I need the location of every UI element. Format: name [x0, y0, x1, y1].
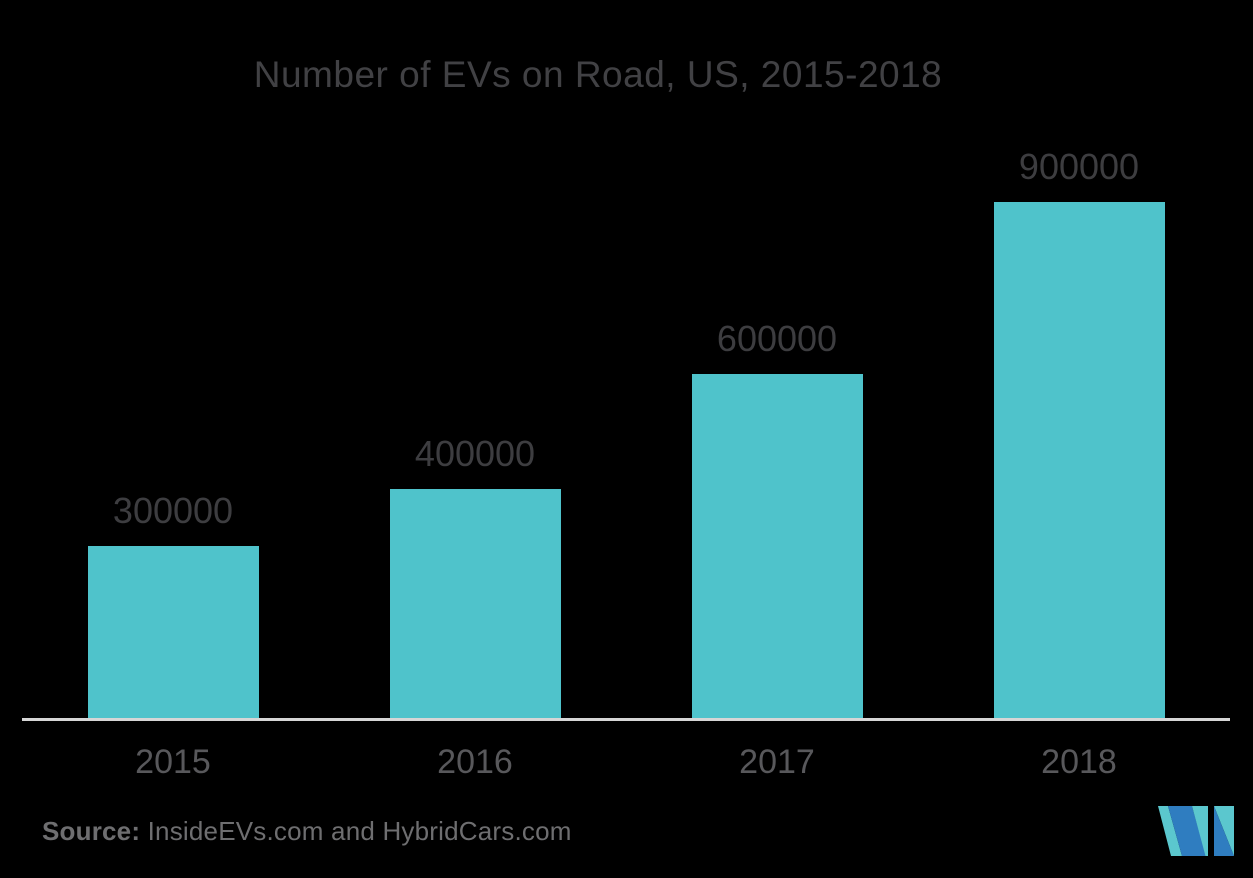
- chart-title: Number of EVs on Road, US, 2015-2018: [253, 54, 943, 95]
- plot-area: 300000 400000 600000 900000: [0, 145, 1253, 721]
- bar-value-label-2017: 600000: [716, 318, 838, 359]
- bar-value-label-2018: 900000: [1018, 146, 1140, 187]
- source-label: Source:: [42, 816, 141, 846]
- logo-diagonal-blue-stroke: [1168, 806, 1206, 856]
- logo-middle-teal-wedge: [1192, 806, 1208, 856]
- bar-2017: [691, 374, 863, 718]
- x-tick-label-2016: 2016: [437, 743, 513, 781]
- x-axis-line: [22, 718, 1230, 721]
- bar-value-label-2016: 400000: [414, 433, 536, 474]
- logo-left-teal-stroke: [1158, 806, 1182, 856]
- logo-right-blue-triangle: [1214, 806, 1234, 856]
- x-tick-label-2017: 2017: [739, 743, 815, 781]
- x-tick-label-2018: 2018: [1041, 743, 1117, 781]
- x-tick-label-2015: 2015: [135, 743, 211, 781]
- source-text: InsideEVs.com and HybridCars.com: [140, 816, 572, 846]
- x-axis-labels: 2015 2016 2017 2018: [0, 745, 1253, 785]
- source-note: Source: InsideEVs.com and HybridCars.com: [42, 816, 572, 847]
- bar-2018: [993, 202, 1165, 718]
- bar-value-label-2015: 300000: [112, 490, 234, 531]
- bar-2015: [87, 546, 259, 718]
- bar-2016: [389, 489, 561, 718]
- mordor-intelligence-logo: [1158, 806, 1234, 856]
